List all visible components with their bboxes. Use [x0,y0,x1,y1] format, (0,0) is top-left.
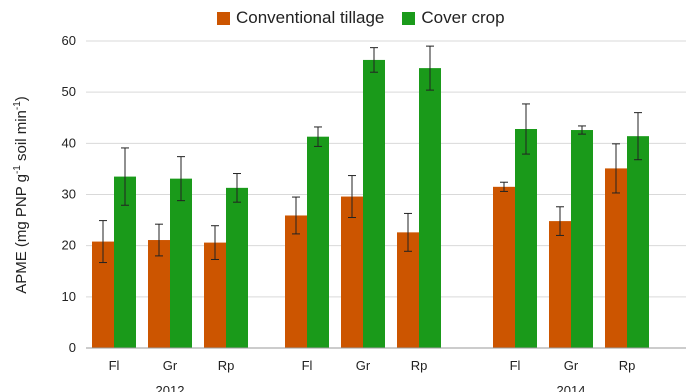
group-labels: 2012 2014 [156,383,586,392]
x-tick-labels: Fl Gr Rp Fl Gr Rp Fl Gr Rp [109,358,636,373]
legend-label-cover-crop: Cover crop [421,8,505,27]
bar-conventional-tillage [605,168,627,348]
x-tick-label: Fl [302,358,313,373]
bar-conventional-tillage [397,232,419,348]
bar-conventional-tillage [549,221,571,348]
y-tick-label: 20 [62,238,76,253]
bar-cover-crop [571,130,593,348]
y-tick-label: 0 [69,340,76,355]
bar-cover-crop [170,178,192,348]
group-label: 2012 [156,383,185,392]
y-tick-labels: 0 10 20 30 40 50 60 [62,33,76,355]
bar-cover-crop [515,129,537,348]
y-tick-label: 60 [62,33,76,48]
bar-cover-crop [114,176,136,348]
x-tick-label: Gr [356,358,371,373]
x-tick-label: Rp [411,358,428,373]
bars [92,59,649,348]
bar-cover-crop [627,136,649,348]
bar-conventional-tillage [148,240,170,348]
bar-cover-crop [419,68,441,348]
x-tick-label: Rp [619,358,636,373]
bar-conventional-tillage [204,242,226,348]
bar-conventional-tillage [341,196,363,348]
bar-cover-crop [307,136,329,348]
bar-conventional-tillage [285,215,307,348]
legend-item-cover-crop: Cover crop [402,8,505,28]
x-tick-label: Gr [163,358,178,373]
bar-cover-crop [226,187,248,348]
group-label: 2014 [557,383,586,392]
y-tick-label: 50 [62,84,76,99]
error-bars [99,45,642,264]
x-tick-label: Fl [510,358,521,373]
x-tick-label: Fl [109,358,120,373]
legend-swatch-conventional-tillage [217,11,230,25]
legend: Conventional tillage Cover crop [217,8,523,28]
x-tick-label: Gr [564,358,579,373]
bar-conventional-tillage [493,186,515,348]
bar-cover-crop [363,59,385,348]
bar-conventional-tillage [92,241,114,348]
legend-swatch-cover-crop [402,11,416,25]
y-tick-label: 30 [62,187,76,202]
legend-label-conventional-tillage: Conventional tillage [236,8,385,27]
y-tick-label: 40 [62,135,76,150]
y-tick-label: 10 [62,289,76,304]
x-tick-label: Rp [218,358,235,373]
legend-item-conventional-tillage: Conventional tillage [217,8,384,28]
y-axis-label: APME (mg PNP g-1 soil min-1) [12,96,30,294]
